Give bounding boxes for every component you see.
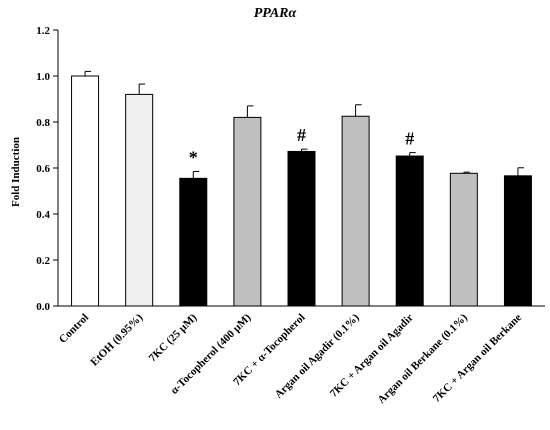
bar [125,93,154,307]
y-tick-label: 1.0 [36,71,50,83]
category-label: Control [57,312,91,346]
significance-mark: # [405,129,414,149]
y-tick-label: 0.4 [36,209,50,221]
bar [341,115,370,307]
bar [179,177,208,307]
bar [233,116,262,307]
significance-mark: * [189,147,198,167]
chart-title: PPARα [253,6,297,21]
y-tick-label: 0.0 [36,301,50,313]
bar [395,155,424,307]
category-label: 7KC (25 µM) [147,311,200,364]
category-label: Argan oil Berkane (0.1%) [375,311,470,406]
y-tick-label: 0.6 [36,163,50,175]
bar [287,150,316,307]
category-label: EtOH (0.95%) [88,311,145,368]
significance-mark: # [297,125,306,145]
category-label: 7KC + Argan oil Berkane [431,312,524,405]
y-tick-label: 0.8 [36,117,50,129]
bar [503,175,532,307]
bar [71,75,100,307]
y-tick-label: 1.2 [36,25,50,37]
y-tick-label: 0.2 [36,255,50,267]
bar [449,172,478,307]
